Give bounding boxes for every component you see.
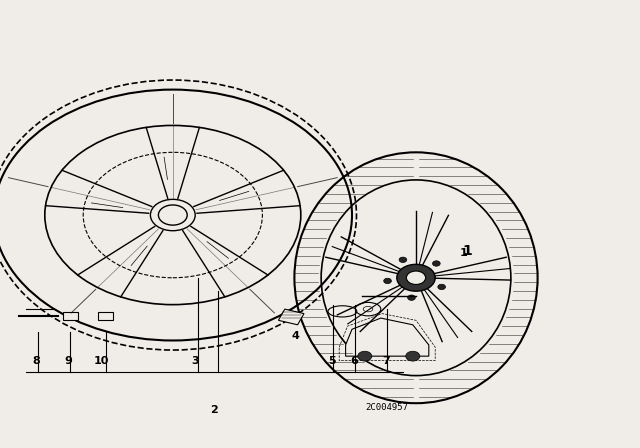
Ellipse shape bbox=[328, 306, 357, 317]
Text: 1: 1 bbox=[462, 244, 472, 258]
Text: 4: 4 bbox=[292, 331, 300, 341]
Text: 9: 9 bbox=[65, 356, 72, 366]
Ellipse shape bbox=[399, 257, 407, 263]
Text: 10: 10 bbox=[93, 356, 109, 366]
Ellipse shape bbox=[364, 306, 372, 312]
FancyBboxPatch shape bbox=[63, 312, 78, 320]
Ellipse shape bbox=[433, 261, 440, 266]
Text: 1: 1 bbox=[460, 248, 468, 258]
Ellipse shape bbox=[406, 351, 420, 361]
FancyBboxPatch shape bbox=[98, 312, 113, 320]
Text: 6: 6 bbox=[350, 356, 358, 366]
Ellipse shape bbox=[408, 295, 415, 300]
Ellipse shape bbox=[159, 205, 188, 225]
Text: 3: 3 bbox=[191, 356, 199, 366]
Text: 7: 7 bbox=[383, 356, 390, 366]
Ellipse shape bbox=[384, 278, 392, 284]
Text: 2: 2 bbox=[211, 405, 218, 415]
Ellipse shape bbox=[406, 271, 426, 284]
Polygon shape bbox=[278, 309, 304, 325]
Text: 2C004957: 2C004957 bbox=[365, 403, 409, 412]
Ellipse shape bbox=[438, 284, 445, 289]
Polygon shape bbox=[346, 318, 429, 356]
Text: 8: 8 bbox=[33, 356, 40, 366]
Text: 5: 5 bbox=[328, 356, 335, 366]
Ellipse shape bbox=[358, 351, 372, 361]
Ellipse shape bbox=[355, 302, 381, 316]
Ellipse shape bbox=[397, 264, 435, 291]
